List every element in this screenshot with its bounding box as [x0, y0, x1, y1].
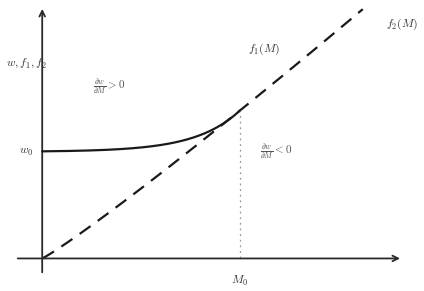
Text: $w_0$: $w_0$ — [20, 145, 33, 158]
Text: $M_0$: $M_0$ — [231, 274, 248, 288]
Text: $\frac{\partial w}{\partial M} < 0$: $\frac{\partial w}{\partial M} < 0$ — [260, 142, 292, 161]
Text: $w, f_1, f_2$: $w, f_1, f_2$ — [6, 56, 47, 70]
Text: $f_2(M)$: $f_2(M)$ — [386, 17, 418, 32]
Text: $f_1(M)$: $f_1(M)$ — [248, 41, 280, 57]
Text: $\frac{\partial w}{\partial M} > 0$: $\frac{\partial w}{\partial M} > 0$ — [93, 78, 126, 96]
